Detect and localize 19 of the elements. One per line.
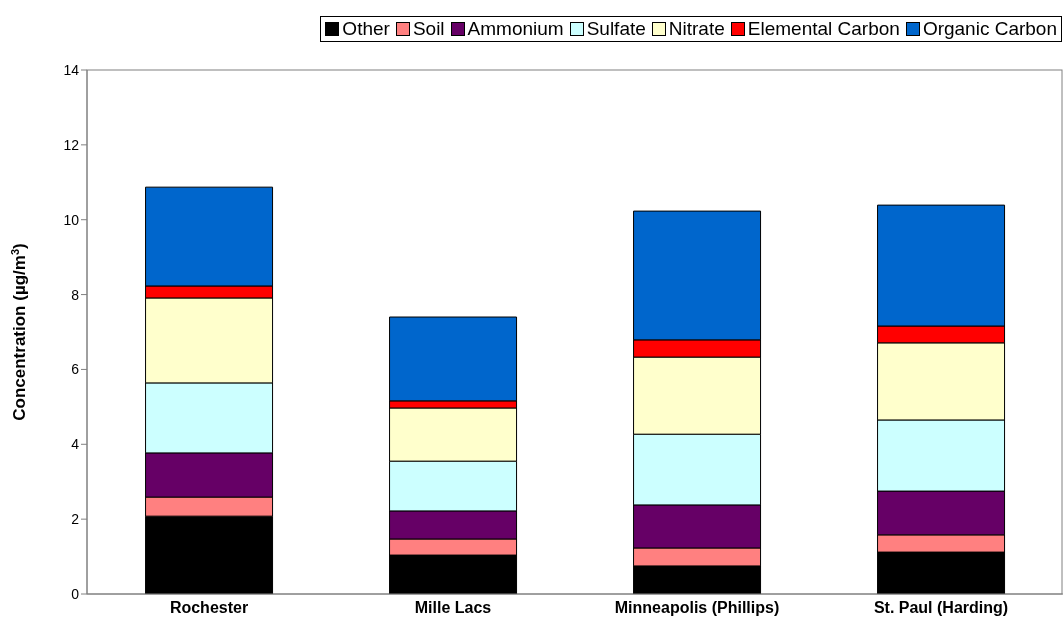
x-tick-label: Mille Lacs: [414, 599, 492, 617]
x-tick-label: St. Paul (Harding): [873, 599, 1009, 617]
y-tick-label: 0: [71, 585, 80, 602]
legend-label: Sulfate: [585, 18, 646, 40]
y-tick-label: 4: [71, 436, 80, 453]
legend-label: Organic Carbon: [921, 18, 1057, 40]
legend-label: Other: [341, 18, 390, 40]
x-tick-label: Rochester: [169, 599, 249, 617]
y-tick-label: 8: [71, 286, 80, 303]
x-tick-label: Minneapolis (Phillips): [614, 599, 780, 617]
legend-label: Soil: [411, 18, 445, 40]
y-tick-label: 6: [71, 361, 80, 378]
y-tick-label: 2: [71, 511, 80, 528]
y-tick-label: 10: [63, 211, 80, 228]
legend-label: Nitrate: [667, 18, 725, 40]
y-tick-label: 14: [63, 61, 80, 78]
y-tick-label: 12: [63, 136, 80, 153]
legend-label: Ammonium: [466, 18, 564, 40]
legend-label: Elemental Carbon: [746, 18, 900, 40]
